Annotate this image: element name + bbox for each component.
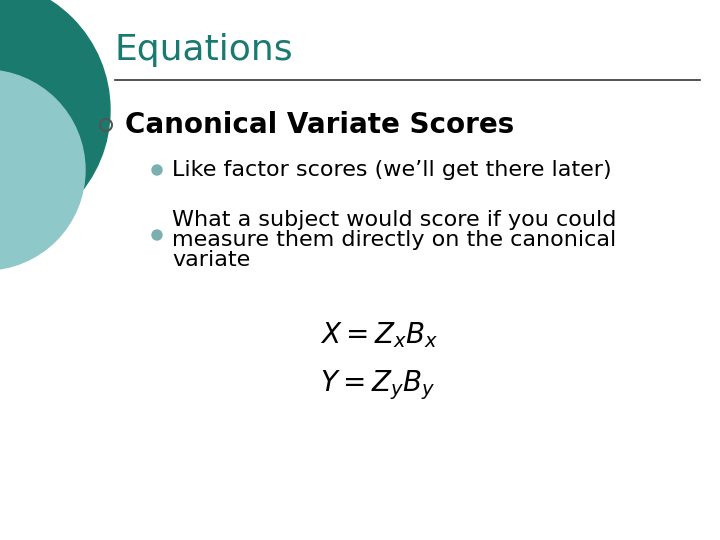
Text: Equations: Equations xyxy=(115,33,294,67)
Text: $Y = Z_y B_y$: $Y = Z_y B_y$ xyxy=(320,368,435,402)
Circle shape xyxy=(152,230,162,240)
Text: $X = Z_x B_x$: $X = Z_x B_x$ xyxy=(320,320,438,350)
Circle shape xyxy=(0,70,85,270)
Text: Canonical Variate Scores: Canonical Variate Scores xyxy=(125,111,514,139)
Text: variate: variate xyxy=(172,250,251,270)
Text: What a subject would score if you could: What a subject would score if you could xyxy=(172,210,616,230)
Circle shape xyxy=(152,165,162,175)
Text: Like factor scores (we’ll get there later): Like factor scores (we’ll get there late… xyxy=(172,160,611,180)
Circle shape xyxy=(0,0,110,240)
Text: measure them directly on the canonical: measure them directly on the canonical xyxy=(172,230,616,250)
